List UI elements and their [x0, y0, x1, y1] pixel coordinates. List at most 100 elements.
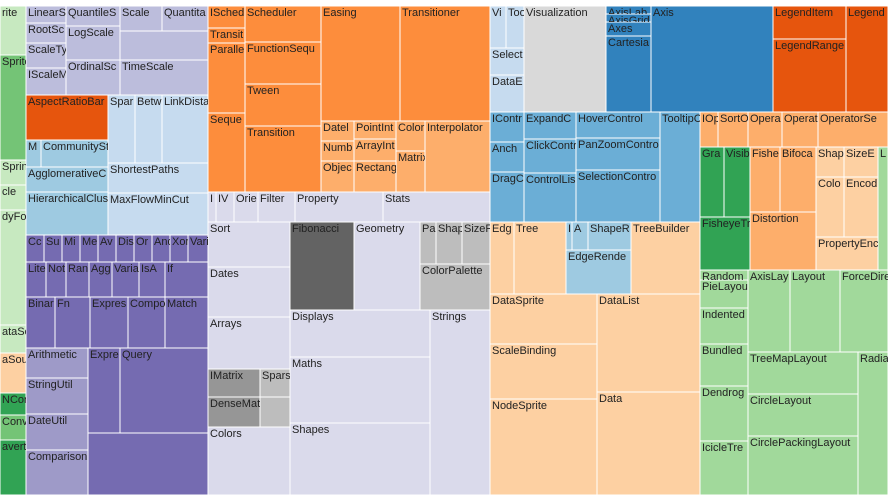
- cell: StringUtil: [26, 378, 88, 414]
- cell-label: NCon: [2, 394, 30, 406]
- cell: DateUtil: [26, 414, 88, 450]
- cell: DataList: [597, 294, 700, 392]
- cell: Axis: [651, 6, 773, 112]
- cell-label: TimeScale: [122, 61, 174, 73]
- cell-label: Av: [100, 236, 113, 248]
- cell-label: Comparison: [28, 451, 87, 463]
- cell-rect: [576, 138, 660, 170]
- cell: Pa: [420, 222, 436, 264]
- cell-label: Bundled: [702, 345, 742, 357]
- cell-label: Geometry: [356, 223, 405, 235]
- cell-rect: [490, 48, 524, 75]
- cell: CirclePackingLayout: [748, 436, 858, 495]
- cell: Quantita: [162, 6, 208, 31]
- cell: ClickContr: [524, 139, 576, 173]
- cell-label: DataE: [492, 76, 523, 88]
- cell-rect: [651, 6, 773, 112]
- cell-rect: [588, 222, 631, 250]
- cell-rect: [490, 112, 524, 142]
- cell-label: Fishe: [752, 148, 779, 160]
- cell: Arrays: [208, 317, 290, 369]
- cell-label: CommunitySt: [43, 141, 109, 153]
- cell-rect: [108, 163, 208, 193]
- cell-rect: [66, 26, 120, 60]
- cell: MaxFlowMinCut: [108, 193, 208, 235]
- cell-label: Displays: [292, 311, 334, 323]
- cell: M: [26, 140, 41, 167]
- cell: DataE: [490, 75, 524, 112]
- cell: averte: [0, 440, 26, 495]
- cell: Geometry: [354, 222, 420, 310]
- cell: OrdinalSc: [66, 60, 120, 95]
- cell: Objec: [321, 161, 354, 192]
- cell-label: rite: [2, 7, 17, 19]
- cell: ShapeR: [588, 222, 631, 250]
- cell-label: IMatrix: [210, 370, 244, 382]
- cell: Strings: [430, 310, 490, 495]
- cell-rect: [0, 210, 26, 325]
- cell-rect: [700, 344, 748, 386]
- cell-label: LegendRange: [775, 40, 844, 52]
- cell: Layout: [790, 270, 840, 352]
- cell-rect: [780, 147, 816, 212]
- cell-rect: [208, 267, 290, 317]
- cell-rect: [208, 192, 216, 222]
- cell-label: ScaleTy: [28, 44, 68, 56]
- cell-rect: [576, 112, 660, 138]
- cell-label: ForceDire: [842, 271, 888, 283]
- cell-rect: [354, 161, 396, 192]
- cell: Su: [44, 235, 62, 262]
- cell: Anch: [490, 142, 524, 172]
- cell: Too: [506, 6, 524, 48]
- cell-label: Sprite: [2, 56, 31, 68]
- cell: ColorI: [396, 121, 425, 151]
- cell-rect: [165, 262, 208, 297]
- cell-rect: [773, 6, 846, 39]
- cell-rect: [208, 43, 245, 113]
- cell: OperatorSe: [818, 112, 888, 147]
- cell-label: Visib: [726, 148, 750, 160]
- cell: RootSc: [26, 23, 66, 43]
- cell-label: IV: [218, 193, 229, 205]
- cell: QuantileS: [66, 6, 120, 26]
- cell: Paralle: [208, 43, 245, 113]
- cell-label: Not: [48, 263, 65, 275]
- cell-rect: [606, 6, 651, 14]
- cell: CommunitySt: [41, 140, 109, 167]
- cell-label: Visualization: [526, 7, 588, 19]
- cell: Seque: [208, 113, 245, 192]
- cell: Select: [490, 48, 524, 75]
- cell-rect: [290, 423, 430, 495]
- cell-rect: [26, 450, 88, 495]
- cell-label: ScaleBinding: [492, 345, 556, 357]
- cell: LinearS: [26, 6, 66, 23]
- cell-rect: [748, 352, 858, 394]
- cell-rect: [566, 250, 631, 294]
- cell-label: ControlLis: [526, 174, 576, 186]
- cell-rect: [41, 140, 108, 167]
- filler: [119, 30, 209, 61]
- cell-rect: [120, 348, 208, 433]
- cell-rect: [597, 392, 700, 495]
- cell: I: [566, 222, 572, 250]
- cell-label: NodeSprite: [492, 400, 547, 412]
- cell: Ran: [66, 262, 89, 297]
- cell: Filter: [258, 192, 295, 222]
- cell-rect: [524, 173, 576, 222]
- cell-rect: [295, 192, 383, 222]
- cell-rect: [524, 6, 606, 112]
- cell: NodeSprite: [490, 399, 597, 495]
- cell-label: MaxFlowMinCut: [110, 194, 189, 206]
- cell-rect: [0, 55, 26, 160]
- cell-label: A: [574, 223, 582, 235]
- cell-rect: [631, 222, 700, 294]
- cell-rect: [524, 112, 576, 139]
- cell-rect: [700, 441, 748, 495]
- cell: ForceDire: [840, 270, 888, 352]
- cell: LogScale: [66, 26, 120, 60]
- cell-label: And: [154, 236, 174, 248]
- cell-label: Cc: [28, 236, 42, 248]
- cell: Data: [597, 392, 700, 495]
- cell: SortO: [718, 112, 748, 147]
- cell-label: DataSprite: [492, 295, 544, 307]
